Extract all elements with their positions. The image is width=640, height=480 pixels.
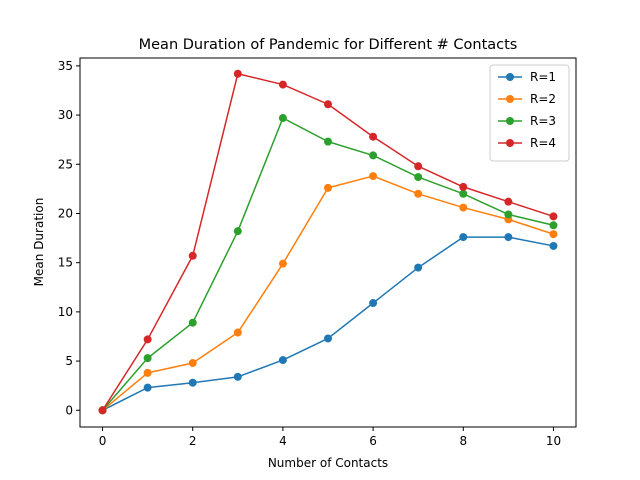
legend-swatch-marker xyxy=(506,95,514,103)
legend-label: R=2 xyxy=(530,92,556,106)
data-point xyxy=(143,335,152,344)
x-tick-label: 0 xyxy=(99,434,107,448)
data-point xyxy=(504,210,513,219)
data-point xyxy=(414,173,423,182)
y-tick-label: 20 xyxy=(58,206,73,220)
data-point xyxy=(233,372,242,381)
chart-title: Mean Duration of Pandemic for Different … xyxy=(139,37,518,53)
y-tick-label: 10 xyxy=(58,305,73,319)
x-tick-label: 2 xyxy=(189,434,197,448)
data-point xyxy=(549,230,558,239)
data-point xyxy=(549,241,558,250)
data-point xyxy=(459,182,468,191)
data-point xyxy=(324,137,332,146)
y-tick-label: 30 xyxy=(58,108,73,122)
data-point xyxy=(414,263,423,272)
legend-label: R=4 xyxy=(530,136,556,150)
legend-item: R=4 xyxy=(498,136,556,150)
legend-item: R=1 xyxy=(498,70,556,84)
plot-area xyxy=(98,69,558,415)
legend-swatch-marker xyxy=(506,73,514,81)
data-point xyxy=(188,318,197,327)
data-point xyxy=(369,132,378,141)
series-R=4 xyxy=(98,69,558,415)
legend-label: R=3 xyxy=(530,114,556,128)
data-point xyxy=(324,183,332,192)
data-point xyxy=(459,203,468,212)
data-point xyxy=(549,212,558,221)
data-point xyxy=(143,383,152,392)
data-point xyxy=(549,221,558,230)
x-tick-label: 6 xyxy=(369,434,377,448)
legend-item: R=2 xyxy=(498,92,556,106)
data-point xyxy=(414,189,423,198)
data-point xyxy=(188,378,197,387)
x-tick-label: 10 xyxy=(546,434,561,448)
x-axis: 0 2 4 6 8 10 xyxy=(99,427,561,448)
data-point xyxy=(459,189,468,198)
data-point xyxy=(414,162,423,171)
legend-item: R=3 xyxy=(498,114,556,128)
data-point xyxy=(369,299,378,308)
x-tick-label: 4 xyxy=(279,434,287,448)
y-axis-label: Mean Duration xyxy=(32,198,46,287)
series-R=3 xyxy=(98,114,558,415)
y-tick-label: 0 xyxy=(65,403,73,417)
data-point xyxy=(324,334,332,343)
data-point xyxy=(324,100,332,109)
data-point xyxy=(459,233,468,242)
y-tick-label: 15 xyxy=(58,256,73,270)
legend: R=1 R=2 R=3 R=4 xyxy=(489,64,570,162)
data-point xyxy=(278,259,287,268)
data-point xyxy=(278,114,287,123)
legend-swatch-marker xyxy=(506,139,514,147)
data-point xyxy=(143,354,152,363)
data-point xyxy=(233,227,242,236)
data-point xyxy=(504,197,513,206)
data-point xyxy=(188,251,197,260)
y-tick-label: 35 xyxy=(58,59,73,73)
y-axis: 0 5 10 15 20 25 30 35 xyxy=(58,59,80,417)
data-point xyxy=(369,151,378,160)
data-point xyxy=(98,406,107,415)
y-tick-label: 5 xyxy=(65,354,73,368)
x-axis-label: Number of Contacts xyxy=(268,456,388,470)
data-point xyxy=(278,356,287,365)
axes-frame xyxy=(79,57,577,428)
data-point xyxy=(278,80,287,89)
data-point xyxy=(143,368,152,377)
data-point xyxy=(369,172,378,181)
data-point xyxy=(188,359,197,368)
y-tick-label: 25 xyxy=(58,157,73,171)
x-tick-label: 8 xyxy=(459,434,467,448)
data-point xyxy=(504,233,513,242)
data-point xyxy=(233,69,242,78)
legend-swatch-marker xyxy=(506,117,514,125)
legend-box xyxy=(489,64,570,162)
legend-label: R=1 xyxy=(530,70,556,84)
data-point xyxy=(233,328,242,337)
